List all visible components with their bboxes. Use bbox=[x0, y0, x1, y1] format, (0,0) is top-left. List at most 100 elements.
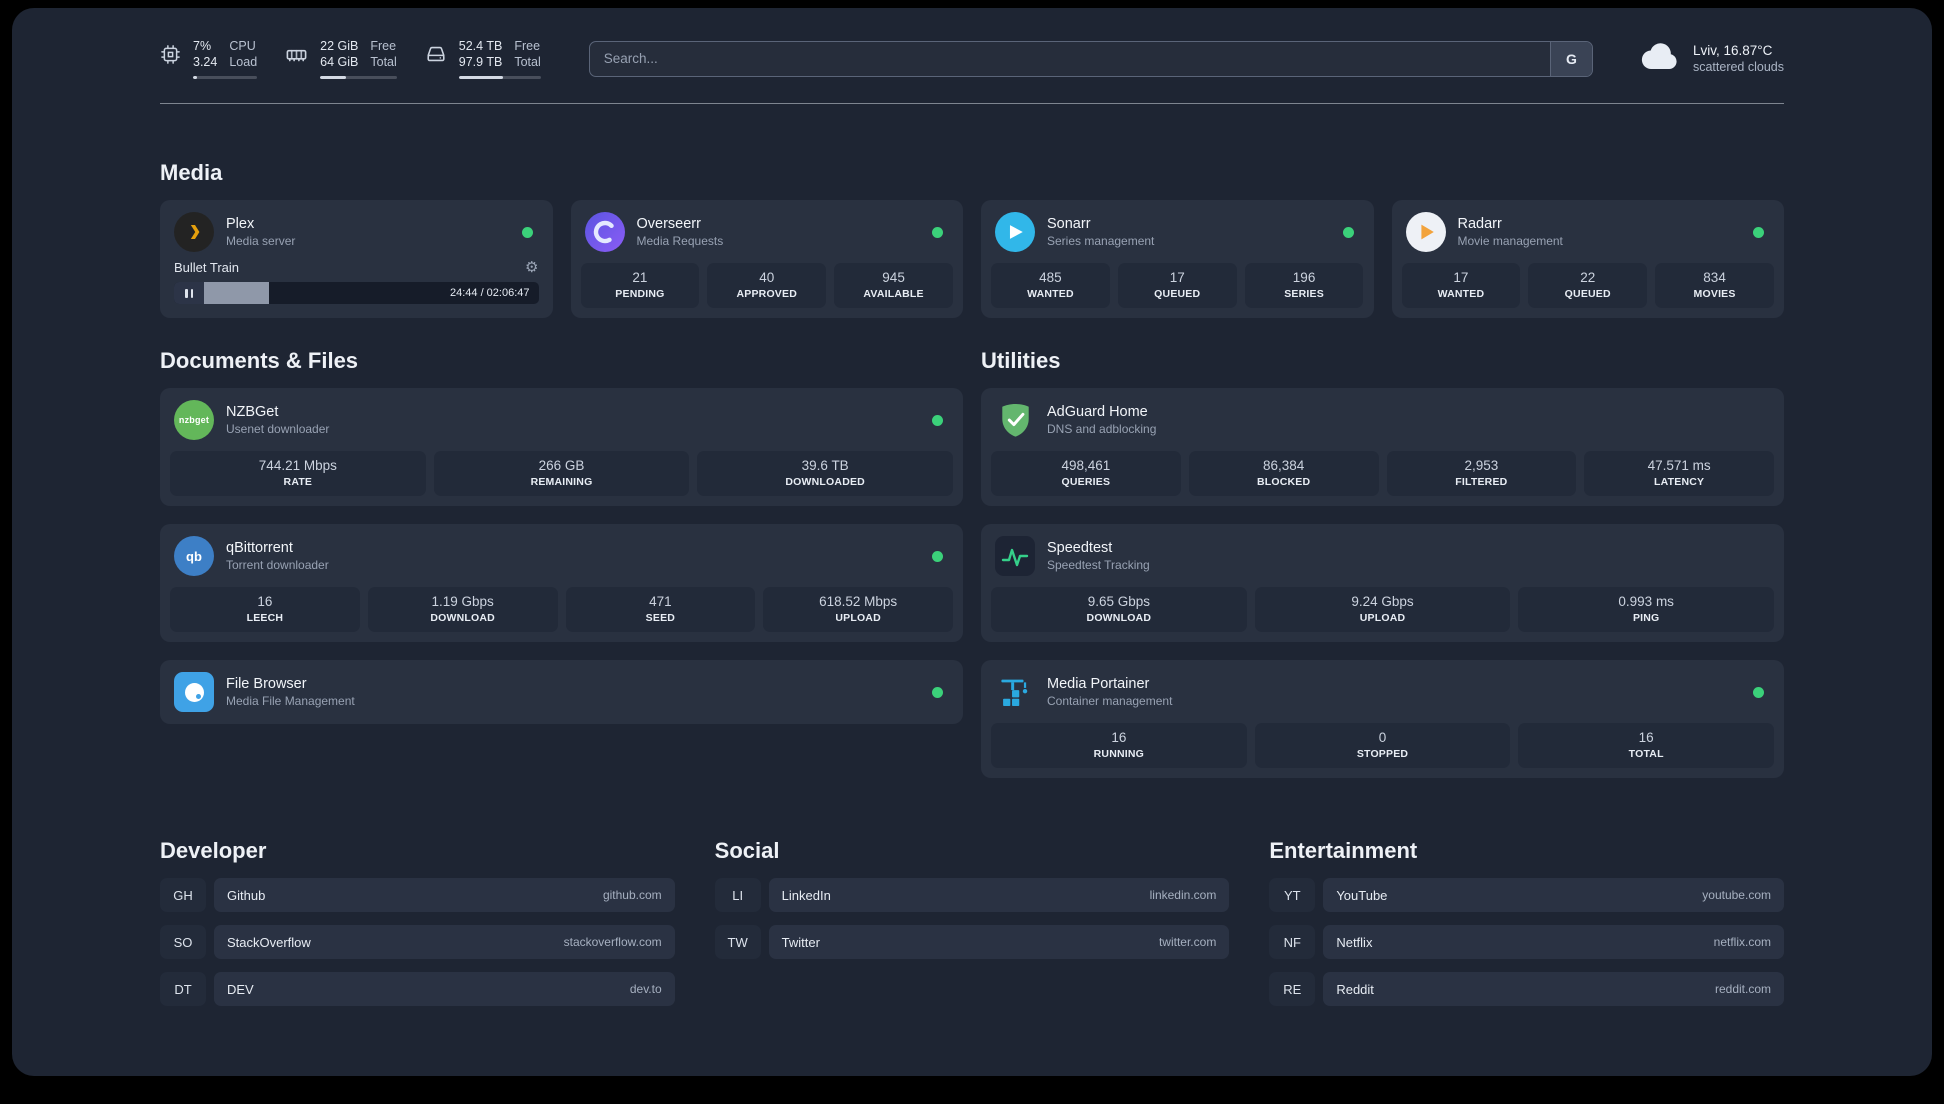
stat-box: 9.24 Gbps UPLOAD bbox=[1254, 587, 1511, 632]
service-card-nzbget[interactable]: nzbget NZBGet Usenet downloader 744.21 Mbps… bbox=[160, 388, 963, 506]
bookmark-link[interactable]: Reddit reddit.com bbox=[1323, 972, 1784, 1006]
cloud-icon bbox=[1641, 42, 1681, 75]
bookmark-link[interactable]: Github github.com bbox=[214, 878, 675, 912]
service-card-plex[interactable]: Plex Media server Bullet Train ⚙ 24:44 / 02:… bbox=[160, 200, 553, 318]
bookmark-item[interactable]: SO StackOverflow stackoverflow.com bbox=[160, 925, 675, 959]
stat-box: 834 MOVIES bbox=[1655, 263, 1774, 308]
bookmark-link[interactable]: DEV dev.to bbox=[214, 972, 675, 1006]
weather-condition: scattered clouds bbox=[1692, 60, 1784, 74]
service-card-media-portainer[interactable]: Media Portainer Container management 16 RUN… bbox=[981, 660, 1784, 778]
stat-label: DOWNLOAD bbox=[430, 612, 495, 624]
stat-label: UPLOAD bbox=[1359, 612, 1406, 624]
stat-box: 9.65 Gbps DOWNLOAD bbox=[991, 587, 1247, 632]
stat-value: 16 bbox=[1638, 730, 1654, 745]
section-utilities: Utilities AdGuard Home DNS and adblocking… bbox=[981, 348, 1784, 778]
bookmark-abbr: TW bbox=[714, 925, 761, 959]
bookmark-item[interactable]: LI LinkedIn linkedin.com bbox=[714, 878, 1230, 912]
stat-value: 0 bbox=[1378, 730, 1387, 745]
stat-label: RUNNING bbox=[1093, 748, 1145, 760]
cpu-bar-fill bbox=[193, 75, 198, 79]
service-text: AdGuard Home DNS and adblocking bbox=[1047, 404, 1156, 436]
dashboard: 7% CPU 3.24 Load 22 GiB Free 64 GiB Tota… bbox=[12, 8, 1932, 1076]
service-card-speedtest[interactable]: Speedtest Speedtest Tracking 9.65 Gbps DOWN… bbox=[981, 524, 1784, 642]
bookmarks-area: Developer GH Github github.com SO StackOverfl… bbox=[160, 838, 1784, 1059]
bookmark-url: linkedin.com bbox=[1149, 888, 1217, 902]
search-provider-button[interactable]: G bbox=[1549, 41, 1592, 76]
stat-label: WANTED bbox=[1437, 288, 1485, 300]
service-name[interactable]: Speedtest bbox=[1047, 540, 1113, 556]
stat-value: 86,384 bbox=[1262, 458, 1305, 473]
service-name[interactable]: Plex bbox=[226, 216, 255, 232]
service-card-header: Overseerr Media Requests bbox=[581, 210, 954, 254]
service-text: Speedtest Speedtest Tracking bbox=[1047, 540, 1150, 572]
service-name[interactable]: Sonarr bbox=[1047, 216, 1091, 232]
service-name[interactable]: qBittorrent bbox=[226, 540, 293, 556]
bookmark-link[interactable]: StackOverflow stackoverflow.com bbox=[214, 925, 675, 959]
disk-bar-fill bbox=[458, 75, 504, 79]
documents-cards-column: nzbget NZBGet Usenet downloader 744.21 Mbps… bbox=[160, 388, 963, 724]
status-online-dot bbox=[1342, 226, 1354, 238]
service-name[interactable]: Overseerr bbox=[636, 216, 701, 232]
memory-bar-track bbox=[320, 75, 397, 79]
service-card-qbittorrent[interactable]: qb qBittorrent Torrent downloader 16 LEECH 1.… bbox=[160, 524, 963, 642]
stat-box: 16 RUNNING bbox=[991, 723, 1247, 768]
bookmark-item[interactable]: DT DEV dev.to bbox=[160, 972, 675, 1006]
bookmark-item[interactable]: RE Reddit reddit.com bbox=[1269, 972, 1784, 1006]
bookmark-link[interactable]: Netflix netflix.com bbox=[1323, 925, 1784, 959]
service-description: Torrent downloader bbox=[226, 558, 329, 572]
service-card-radarr[interactable]: Radarr Movie management 17 WANTED 22 QUEUED 83… bbox=[1391, 200, 1784, 318]
speedtest-icon bbox=[995, 536, 1035, 576]
cpu-label-top: CPU bbox=[229, 39, 256, 53]
stat-box: 0.993 ms PING bbox=[1518, 587, 1775, 632]
stat-box: 618.52 Mbps UPLOAD bbox=[763, 587, 953, 632]
stat-label: LEECH bbox=[246, 612, 284, 624]
service-card-header: Media Portainer Container management bbox=[991, 670, 1774, 714]
stats-row: 744.21 Mbps RATE 266 GB REMAINING 39.6 TB DOW… bbox=[170, 451, 954, 496]
bookmark-item[interactable]: TW Twitter twitter.com bbox=[714, 925, 1230, 959]
bookmark-abbr: NF bbox=[1269, 925, 1316, 959]
bookmark-item[interactable]: YT YouTube youtube.com bbox=[1269, 878, 1784, 912]
search-input[interactable] bbox=[589, 41, 1550, 76]
service-card-sonarr[interactable]: Sonarr Series management 485 WANTED 17 QUEUED… bbox=[981, 200, 1374, 318]
service-card-file-browser[interactable]: File Browser Media File Management bbox=[160, 660, 963, 724]
bookmark-link[interactable]: Twitter twitter.com bbox=[768, 925, 1230, 959]
service-card-header: Speedtest Speedtest Tracking bbox=[991, 534, 1774, 578]
pause-icon[interactable] bbox=[174, 282, 204, 304]
service-name[interactable]: AdGuard Home bbox=[1047, 404, 1148, 420]
stat-box: 485 WANTED bbox=[991, 263, 1110, 308]
bookmark-link[interactable]: LinkedIn linkedin.com bbox=[768, 878, 1230, 912]
stat-box: 21 PENDING bbox=[580, 263, 700, 308]
service-name[interactable]: NZBGet bbox=[226, 404, 279, 420]
weather-location: Lviv, 16.87°C bbox=[1692, 43, 1773, 58]
service-text: File Browser Media File Management bbox=[226, 676, 355, 708]
stat-value: 47.571 ms bbox=[1647, 458, 1711, 473]
service-card-header: Sonarr Series management bbox=[991, 210, 1364, 254]
service-text: Radarr Movie management bbox=[1458, 216, 1563, 248]
bookmark-name: StackOverflow bbox=[227, 934, 311, 950]
stat-label: DOWNLOAD bbox=[1086, 612, 1152, 624]
service-card-overseerr[interactable]: Overseerr Media Requests 21 PENDING 40 APPROV… bbox=[570, 200, 963, 318]
service-name[interactable]: Media Portainer bbox=[1047, 676, 1150, 692]
stat-label: WANTED bbox=[1027, 288, 1074, 300]
service-card-adguard-home[interactable]: AdGuard Home DNS and adblocking 498,461 QUE… bbox=[981, 388, 1784, 506]
bookmark-item[interactable]: NF Netflix netflix.com bbox=[1269, 925, 1784, 959]
bookmark-name: DEV bbox=[227, 981, 254, 997]
gear-icon[interactable]: ⚙ bbox=[525, 259, 539, 276]
status-online-dot bbox=[932, 226, 943, 238]
stats-row: 21 PENDING 40 APPROVED 945 AVAILABLE bbox=[580, 263, 954, 308]
disk-free-value: 52.4 TB bbox=[458, 39, 503, 53]
bookmark-link[interactable]: YouTube youtube.com bbox=[1323, 878, 1784, 912]
service-name[interactable]: Radarr bbox=[1457, 216, 1502, 232]
weather-widget[interactable]: Lviv, 16.87°C scattered clouds bbox=[1641, 42, 1784, 75]
bookmark-group-title: Social bbox=[714, 838, 780, 863]
stat-label: QUEUED bbox=[1564, 288, 1611, 300]
stat-label: PING bbox=[1632, 612, 1660, 624]
bookmark-group-developer: Developer GH Github github.com SO StackOverfl… bbox=[160, 838, 675, 1019]
stat-label: PENDING bbox=[615, 288, 665, 300]
bookmark-item[interactable]: GH Github github.com bbox=[160, 878, 675, 912]
disk-icon bbox=[425, 43, 447, 65]
service-name[interactable]: File Browser bbox=[226, 676, 307, 692]
bookmark-name: YouTube bbox=[1336, 887, 1388, 903]
stat-label: REMAINING bbox=[530, 476, 593, 488]
stat-box: 196 SERIES bbox=[1244, 263, 1364, 308]
